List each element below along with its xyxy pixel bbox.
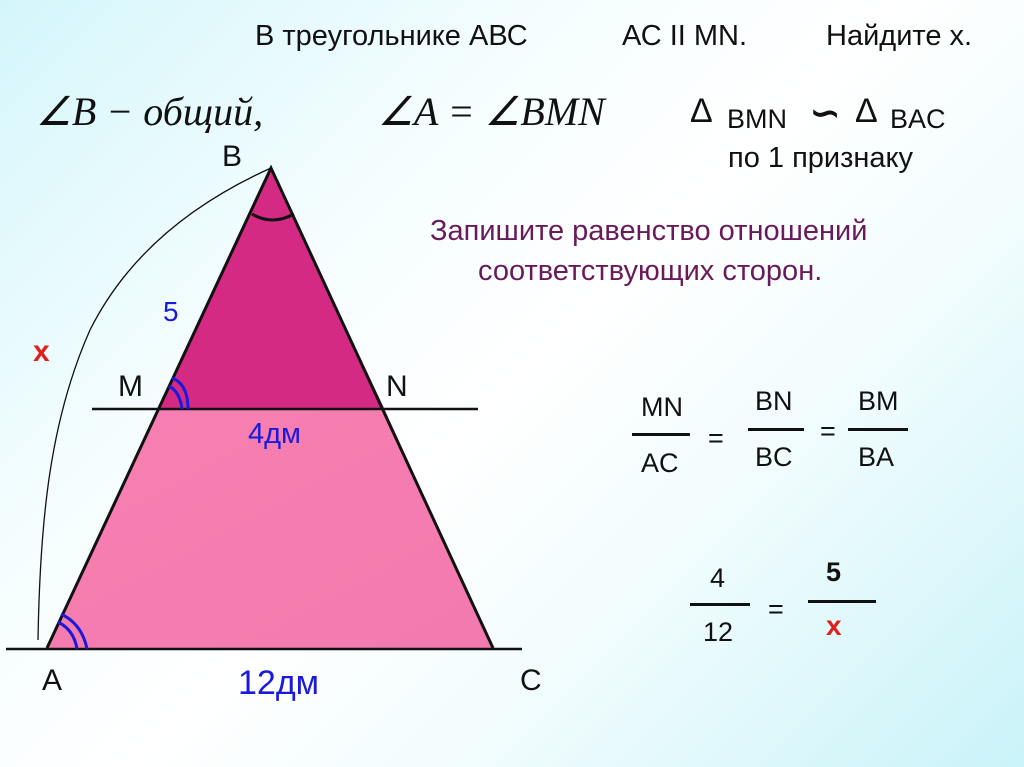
triangle-bmn-label: BMN bbox=[727, 104, 787, 134]
side-x-arc bbox=[37, 167, 272, 641]
ratio2-denominator: BC bbox=[755, 442, 793, 472]
ratio1-numerator: MN bbox=[641, 392, 683, 422]
title-part2: АС II MN. bbox=[622, 20, 748, 52]
side-bm-value: 5 bbox=[163, 296, 179, 327]
eq-fraction1-bar bbox=[690, 603, 750, 606]
eq-equals: = bbox=[768, 594, 784, 624]
eq-fraction2-numerator: 5 bbox=[826, 557, 842, 587]
vertex-a-label: А bbox=[42, 664, 63, 697]
side-mn-value: 4дм bbox=[248, 418, 301, 450]
vertex-b-label: В bbox=[222, 140, 243, 173]
ratio2-numerator: BN bbox=[755, 386, 793, 416]
eq-fraction1-denominator: 12 bbox=[703, 617, 734, 647]
equals-2: = bbox=[820, 416, 836, 446]
side-ac-value: 12дм bbox=[238, 664, 320, 702]
eq-fraction2-bar bbox=[808, 600, 876, 603]
small-triangle-bmn bbox=[159, 168, 384, 408]
ratio3-denominator: BA bbox=[858, 442, 895, 472]
title-part3: Найдите х. bbox=[826, 20, 973, 52]
ratio2-bar bbox=[748, 428, 804, 431]
similar-symbol: ∽ bbox=[810, 92, 841, 133]
ratio1-bar bbox=[632, 433, 690, 436]
delta-symbol-2: Δ bbox=[855, 92, 878, 130]
side-ba-unknown: x bbox=[33, 335, 50, 368]
instruction-line-2: соответствующих сторон. bbox=[478, 255, 823, 287]
vertex-n-label: N bbox=[386, 370, 408, 403]
triangle-bac-label: BAC bbox=[890, 104, 946, 134]
similarity-reason: по 1 признаку bbox=[728, 142, 914, 174]
ratio3-numerator: BM bbox=[858, 386, 899, 416]
instruction-line-1: Запишите равенство отношений bbox=[430, 215, 868, 247]
angle-a-equal: ∠A = ∠BMN bbox=[378, 89, 605, 134]
eq-fraction1-numerator: 4 bbox=[710, 563, 726, 593]
angle-a-mark bbox=[57, 612, 89, 650]
ratio1-denominator: AC bbox=[641, 448, 679, 478]
delta-symbol-1: Δ bbox=[690, 92, 713, 130]
equals-1: = bbox=[708, 423, 724, 453]
title-part1: В треугольнике АВС bbox=[255, 20, 528, 52]
angle-m-mark bbox=[168, 376, 190, 410]
trapezoid-amnc bbox=[47, 408, 493, 648]
eq-fraction2-denominator: x bbox=[826, 610, 842, 641]
angle-b-mark bbox=[251, 212, 295, 222]
vertex-c-label: С bbox=[520, 664, 542, 697]
vertex-m-label: M bbox=[118, 370, 143, 403]
angle-b-common: ∠B − общий, bbox=[36, 89, 264, 134]
ratio3-bar bbox=[848, 428, 908, 431]
